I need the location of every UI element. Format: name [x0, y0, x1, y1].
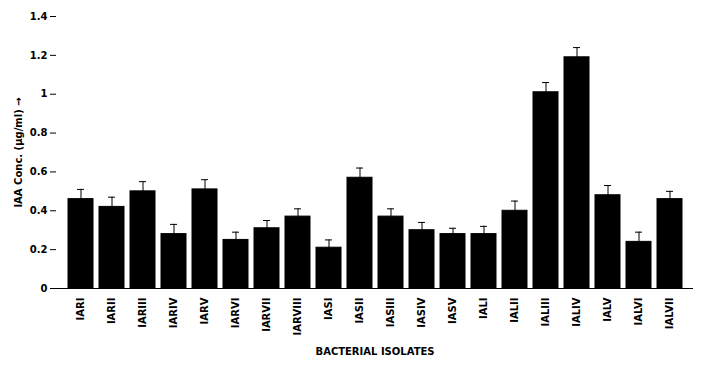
svg-text:IASV: IASV	[447, 297, 458, 324]
svg-text:1.2: 1.2	[30, 50, 48, 61]
svg-text:IALV: IALV	[602, 297, 613, 321]
svg-text:IASIII: IASIII	[385, 298, 396, 328]
svg-text:0.6: 0.6	[30, 166, 48, 177]
svg-text:IASII: IASII	[354, 298, 365, 324]
svg-text:IAA Conc. (μg/ml) →: IAA Conc. (μg/ml) →	[13, 97, 24, 207]
svg-text:IARVII: IARVII	[261, 298, 272, 332]
svg-text:IARV: IARV	[199, 297, 210, 324]
svg-text:IASI: IASI	[323, 298, 334, 320]
svg-text:IARIV: IARIV	[168, 297, 179, 328]
svg-text:IARVI: IARVI	[230, 298, 241, 329]
svg-text:IASIV: IASIV	[416, 297, 427, 327]
svg-text:IALVII: IALVII	[664, 298, 675, 330]
svg-text:IALI: IALI	[478, 298, 489, 320]
svg-text:0.2: 0.2	[30, 244, 48, 255]
svg-text:IARI: IARI	[75, 298, 86, 321]
svg-text:0.8: 0.8	[30, 127, 48, 138]
svg-text:IALII: IALII	[509, 298, 520, 323]
svg-text:1: 1	[41, 88, 48, 99]
svg-text:IARVIII: IARVIII	[292, 298, 303, 336]
svg-text:0.4: 0.4	[30, 205, 48, 216]
svg-text:IARII: IARII	[106, 298, 117, 325]
svg-text:IALVI: IALVI	[633, 298, 644, 326]
svg-text:0: 0	[41, 283, 48, 294]
svg-text:IALIV: IALIV	[571, 297, 582, 327]
svg-text:1.4: 1.4	[30, 11, 48, 22]
svg-text:IARIII: IARIII	[137, 298, 148, 328]
svg-text:IALIII: IALIII	[540, 298, 551, 327]
svg-text:BACTERIAL ISOLATES: BACTERIAL ISOLATES	[316, 346, 435, 357]
